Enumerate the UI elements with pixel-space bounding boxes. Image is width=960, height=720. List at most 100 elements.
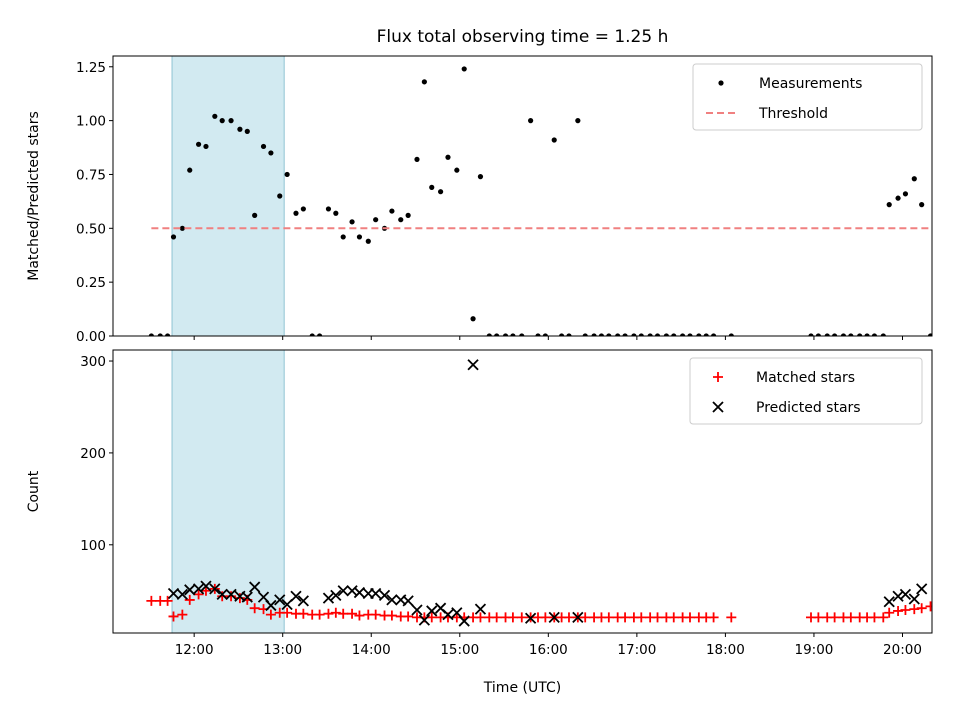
y-axis-label: Count — [26, 470, 42, 512]
x-tick-label: 13:00 — [263, 642, 302, 658]
measurements-point — [277, 193, 283, 199]
measurements-point — [195, 141, 202, 147]
measurements-point — [824, 333, 830, 336]
measurements-point — [711, 333, 717, 336]
predicted-stars-point — [281, 598, 293, 611]
measurements-point — [284, 171, 290, 178]
y-tick-label: 0.25 — [76, 275, 106, 291]
predicted-stars-point — [899, 588, 912, 601]
measurements-point — [615, 333, 621, 336]
measurements-point — [944, 333, 949, 338]
matched-stars-point — [507, 612, 518, 623]
legend-marker — [713, 372, 723, 382]
matched-stars-point — [813, 612, 824, 623]
measurements-point — [703, 333, 709, 336]
matched-stars-point — [884, 607, 895, 618]
predicted-stars-point — [442, 608, 454, 621]
matched-stars-point — [708, 612, 719, 623]
measurements-point — [203, 143, 209, 150]
matched-stars-point — [942, 601, 952, 611]
matched-stars-point — [909, 604, 920, 615]
matched-stars-point — [193, 589, 204, 600]
matched-stars-point — [829, 612, 840, 623]
predicted-stars-point — [192, 583, 205, 595]
predicted-stars-point — [225, 588, 237, 601]
matched-stars-point — [475, 612, 486, 623]
predicted-stars-point — [474, 603, 487, 615]
matched-stars-point — [580, 612, 591, 623]
measurements-point — [494, 333, 500, 336]
matched-stars-point — [916, 603, 927, 614]
measurements-point — [551, 137, 557, 143]
predicted-stars-point — [458, 615, 470, 627]
measurements-point — [389, 208, 395, 214]
measurements-point — [815, 333, 821, 336]
measurements-point — [470, 316, 476, 322]
matched-stars-point — [226, 591, 237, 602]
measurements-point — [680, 333, 686, 336]
legend: Matched stars Predicted stars — [689, 357, 923, 425]
measurements-point — [148, 333, 154, 336]
matched-stars-point — [234, 593, 245, 604]
predicted-stars-point — [265, 599, 277, 612]
measurements-point — [582, 333, 588, 336]
measurements-point — [454, 167, 460, 173]
matched-stars-point — [338, 608, 349, 619]
measurements-point — [919, 202, 925, 208]
x-tick-label: 12:00 — [175, 642, 214, 658]
matched-stars-point — [652, 612, 663, 623]
measurements-point — [832, 333, 838, 336]
measurements-point — [575, 118, 581, 124]
matched-stars-point — [516, 612, 527, 623]
matched-stars-point — [298, 608, 309, 619]
x-tick-label: 17:00 — [617, 642, 656, 658]
matched-stars-point — [314, 609, 325, 620]
chart-title: Flux total observing time = 1.25 h — [377, 27, 669, 47]
y-tick-label: 0.50 — [76, 221, 106, 237]
measurements-point — [405, 212, 411, 218]
measurements-point — [414, 156, 420, 162]
matched-stars-point — [177, 609, 188, 620]
y-axis-label: Matched/Predicted stars — [26, 111, 42, 281]
measurements-point — [165, 333, 171, 336]
measurements-point — [179, 225, 185, 231]
predicted-stars-point — [370, 587, 382, 600]
measurements-point — [325, 206, 332, 212]
measurements-point — [445, 154, 451, 160]
lower-panel: 100 200 300 12:00 13:00 14:00 15:00 16:00 17:00 1… — [26, 349, 952, 658]
predicted-stars-point — [386, 594, 398, 606]
predicted-stars-point — [916, 583, 928, 595]
matched-stars-point — [347, 608, 358, 619]
matched-stars-point — [636, 612, 647, 623]
measurements-point — [293, 210, 299, 216]
measurements-point — [902, 191, 909, 197]
plot-area — [148, 66, 949, 338]
matched-stars-point — [249, 603, 260, 614]
measurements-point — [880, 333, 886, 336]
matched-stars-point — [386, 610, 397, 621]
predicted-stars-point — [908, 593, 920, 605]
measurements-point — [654, 333, 661, 336]
measurements-point — [606, 333, 612, 336]
predicted-stars-point — [274, 594, 286, 606]
measurements-point — [340, 234, 346, 240]
measurements-point — [398, 217, 404, 223]
predicted-stars-point — [290, 590, 302, 602]
x-tick-label: 19:00 — [794, 642, 833, 658]
y-tick-label: 1.00 — [76, 114, 106, 130]
legend-label: Threshold — [758, 106, 828, 122]
predicted-stars-point — [892, 590, 904, 602]
observing-interval-shade — [171, 55, 285, 337]
measurements-point — [864, 333, 870, 336]
y-tick-label: 0.75 — [76, 167, 106, 183]
measurements-point — [309, 333, 315, 336]
predicted-stars-point — [322, 592, 335, 604]
x-tick-label: 14:00 — [352, 642, 391, 658]
measurements-point — [365, 238, 371, 244]
measurements-point — [157, 333, 163, 336]
measurements-point — [252, 212, 258, 218]
measurements-point — [260, 143, 267, 150]
measurements-point — [519, 333, 525, 336]
matched-stars-point — [426, 612, 437, 623]
